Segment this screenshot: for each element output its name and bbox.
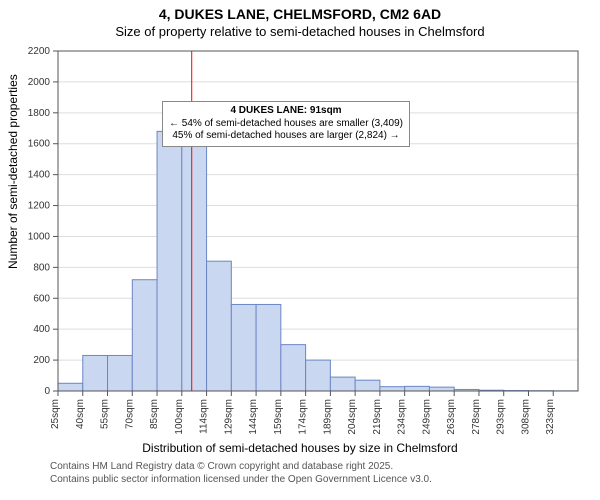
histogram-chart: 0 200 400 600 800 1000 1200 1400 1600 1800 2000 220… — [0, 39, 600, 439]
histogram-bar — [132, 280, 157, 391]
attribution-footer: Contains HM Land Registry data © Crown c… — [0, 461, 600, 486]
x-tick-label: 40sqm — [75, 399, 86, 429]
annotation-larger-line: 45% of semi-detached houses are larger (… — [169, 130, 403, 143]
histogram-bar — [380, 387, 405, 391]
y-tick-label: 600 — [33, 293, 50, 304]
histogram-bar — [231, 304, 256, 391]
x-tick-label: 25sqm — [50, 399, 61, 429]
histogram-bar — [182, 131, 207, 391]
histogram-bar — [108, 355, 133, 391]
x-axis-label: Distribution of semi-detached houses by … — [0, 441, 600, 455]
histogram-bar — [281, 345, 306, 391]
x-tick-label: 204sqm — [347, 399, 358, 435]
histogram-bar — [405, 386, 430, 391]
x-tick-label: 263sqm — [446, 399, 457, 435]
y-tick-label: 2200 — [28, 46, 51, 57]
x-tick-label: 159sqm — [273, 399, 284, 435]
footer-line-2: Contains public sector information licen… — [50, 474, 600, 487]
histogram-bar — [429, 387, 454, 391]
x-tick-label: 85sqm — [149, 399, 160, 429]
annotation-smaller-line: ← 54% of semi-detached houses are smalle… — [169, 118, 403, 131]
histogram-bar — [58, 383, 83, 391]
histogram-bar — [83, 355, 108, 391]
histogram-bar — [256, 304, 281, 391]
x-tick-label: 249sqm — [421, 399, 432, 435]
y-tick-label: 400 — [33, 324, 50, 335]
x-tick-label: 323sqm — [545, 399, 556, 435]
y-tick-label: 2000 — [28, 77, 51, 88]
x-tick-label: 278sqm — [471, 399, 482, 435]
histogram-bar — [207, 261, 232, 391]
chart-container: Number of semi-detached properties 0 200 4… — [0, 39, 600, 439]
x-tick-label: 70sqm — [124, 399, 135, 429]
x-tick-label: 55sqm — [100, 399, 111, 429]
histogram-bar — [330, 377, 355, 391]
x-tick-label: 293sqm — [496, 399, 507, 435]
x-tick-label: 100sqm — [174, 399, 185, 435]
x-tick-label: 234sqm — [397, 399, 408, 435]
y-tick-label: 1600 — [28, 139, 51, 150]
histogram-bar — [355, 380, 380, 391]
x-tick-label: 129sqm — [223, 399, 234, 435]
y-tick-label: 1400 — [28, 170, 51, 181]
x-tick-label: 189sqm — [322, 399, 333, 435]
y-tick-label: 800 — [33, 262, 50, 273]
footer-line-1: Contains HM Land Registry data © Crown c… — [50, 461, 600, 474]
y-tick-label: 1200 — [28, 201, 51, 212]
chart-title-main: 4, DUKES LANE, CHELMSFORD, CM2 6AD — [0, 0, 600, 22]
y-tick-label: 1800 — [28, 108, 51, 119]
x-tick-label: 308sqm — [520, 399, 531, 435]
x-tick-label: 219sqm — [372, 399, 383, 435]
annotation-property-line: 4 DUKES LANE: 91sqm — [169, 105, 403, 118]
histogram-bar — [157, 131, 182, 391]
y-tick-label: 200 — [33, 355, 50, 366]
chart-title-sub: Size of property relative to semi-detach… — [0, 22, 600, 39]
x-tick-label: 174sqm — [298, 399, 309, 435]
x-tick-label: 114sqm — [199, 399, 210, 434]
y-tick-label: 0 — [44, 386, 50, 397]
x-tick-label: 144sqm — [248, 399, 259, 435]
histogram-bar — [306, 360, 331, 391]
y-tick-label: 1000 — [28, 231, 51, 242]
marker-annotation-box: 4 DUKES LANE: 91sqm ← 54% of semi-detach… — [162, 101, 410, 147]
y-axis-label: Number of semi-detached properties — [6, 74, 20, 269]
